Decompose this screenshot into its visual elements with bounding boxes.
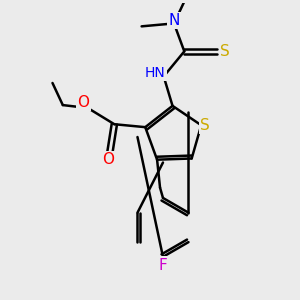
Text: F: F xyxy=(159,258,167,273)
Text: O: O xyxy=(77,95,89,110)
Text: S: S xyxy=(200,118,210,133)
Text: HN: HN xyxy=(145,66,166,80)
Text: S: S xyxy=(220,44,230,59)
Text: O: O xyxy=(102,152,114,167)
Text: N: N xyxy=(168,13,180,28)
